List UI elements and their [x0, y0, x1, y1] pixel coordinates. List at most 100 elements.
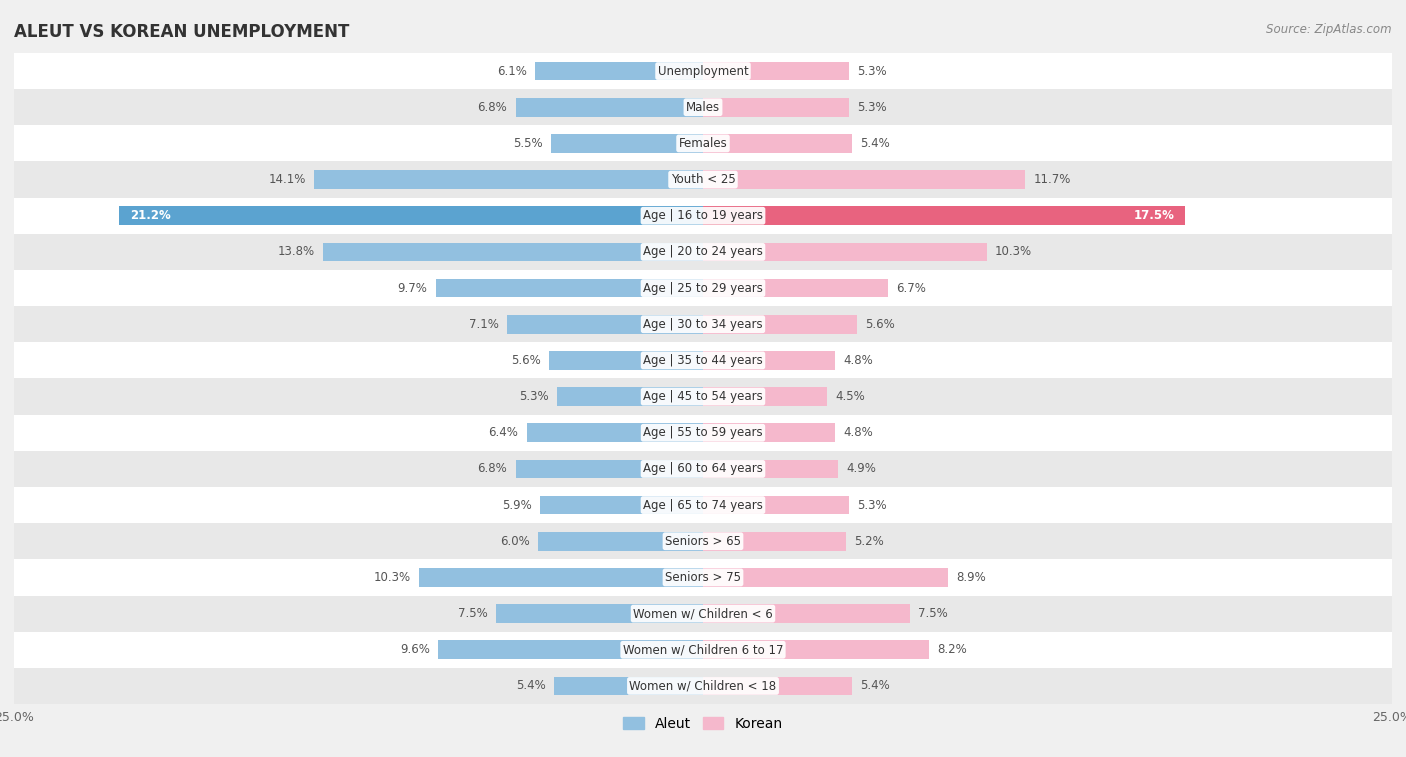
Bar	[516, 98, 703, 117]
Text: Seniors > 75: Seniors > 75	[665, 571, 741, 584]
Bar	[703, 677, 852, 696]
Bar	[537, 532, 703, 550]
Bar	[14, 559, 1392, 596]
Bar	[551, 134, 703, 153]
Text: Age | 60 to 64 years: Age | 60 to 64 years	[643, 463, 763, 475]
Text: Age | 30 to 34 years: Age | 30 to 34 years	[643, 318, 763, 331]
Text: Unemployment: Unemployment	[658, 64, 748, 77]
Text: 5.2%: 5.2%	[855, 534, 884, 548]
Text: 6.8%: 6.8%	[478, 101, 508, 114]
Bar	[703, 423, 835, 442]
Text: Source: ZipAtlas.com: Source: ZipAtlas.com	[1267, 23, 1392, 36]
Bar	[323, 242, 703, 261]
Bar	[703, 170, 1025, 189]
Text: Age | 65 to 74 years: Age | 65 to 74 years	[643, 499, 763, 512]
Bar	[14, 487, 1392, 523]
Text: Age | 16 to 19 years: Age | 16 to 19 years	[643, 209, 763, 223]
Bar	[14, 161, 1392, 198]
Text: 6.8%: 6.8%	[478, 463, 508, 475]
Bar	[439, 640, 703, 659]
Bar	[703, 207, 1185, 225]
Bar	[14, 126, 1392, 161]
Text: Women w/ Children < 6: Women w/ Children < 6	[633, 607, 773, 620]
Text: Women w/ Children < 18: Women w/ Children < 18	[630, 680, 776, 693]
Text: 9.6%: 9.6%	[401, 643, 430, 656]
Bar	[548, 351, 703, 370]
Bar	[703, 61, 849, 80]
Text: 5.4%: 5.4%	[860, 680, 890, 693]
Bar	[527, 423, 703, 442]
Text: 7.5%: 7.5%	[458, 607, 488, 620]
Legend: Aleut, Korean: Aleut, Korean	[617, 711, 789, 736]
Bar	[703, 532, 846, 550]
Bar	[496, 604, 703, 623]
Text: Males: Males	[686, 101, 720, 114]
Bar	[540, 496, 703, 515]
Text: ALEUT VS KOREAN UNEMPLOYMENT: ALEUT VS KOREAN UNEMPLOYMENT	[14, 23, 350, 41]
Text: 5.9%: 5.9%	[502, 499, 531, 512]
Bar	[436, 279, 703, 298]
Text: 5.5%: 5.5%	[513, 137, 543, 150]
Bar	[419, 568, 703, 587]
Bar	[14, 270, 1392, 306]
Text: 6.0%: 6.0%	[499, 534, 530, 548]
Text: Age | 20 to 24 years: Age | 20 to 24 years	[643, 245, 763, 258]
Text: 4.5%: 4.5%	[835, 390, 865, 403]
Text: 6.1%: 6.1%	[496, 64, 527, 77]
Text: Females: Females	[679, 137, 727, 150]
Text: 5.3%: 5.3%	[519, 390, 548, 403]
Bar	[703, 242, 987, 261]
Text: 21.2%: 21.2%	[129, 209, 170, 223]
Bar	[14, 378, 1392, 415]
Text: 8.2%: 8.2%	[938, 643, 967, 656]
Bar	[14, 342, 1392, 378]
Bar	[703, 387, 827, 406]
Bar	[703, 459, 838, 478]
Text: Age | 25 to 29 years: Age | 25 to 29 years	[643, 282, 763, 294]
Bar	[703, 98, 849, 117]
Bar	[14, 89, 1392, 126]
Bar	[14, 596, 1392, 631]
Bar	[703, 315, 858, 334]
Text: 5.3%: 5.3%	[858, 64, 887, 77]
Bar	[14, 53, 1392, 89]
Text: 6.4%: 6.4%	[488, 426, 519, 439]
Bar	[14, 306, 1392, 342]
Text: 4.9%: 4.9%	[846, 463, 876, 475]
Bar	[516, 459, 703, 478]
Bar	[703, 351, 835, 370]
Text: 11.7%: 11.7%	[1033, 173, 1071, 186]
Text: 7.5%: 7.5%	[918, 607, 948, 620]
Bar	[14, 415, 1392, 451]
Text: 8.9%: 8.9%	[956, 571, 986, 584]
Text: 13.8%: 13.8%	[277, 245, 315, 258]
Bar	[14, 631, 1392, 668]
Bar	[703, 640, 929, 659]
Bar	[703, 568, 948, 587]
Bar	[14, 234, 1392, 270]
Bar	[118, 207, 703, 225]
Text: 5.4%: 5.4%	[860, 137, 890, 150]
Bar	[703, 496, 849, 515]
Bar	[14, 668, 1392, 704]
Text: 14.1%: 14.1%	[269, 173, 307, 186]
Text: 7.1%: 7.1%	[470, 318, 499, 331]
Bar	[14, 198, 1392, 234]
Bar	[14, 451, 1392, 487]
Text: Age | 35 to 44 years: Age | 35 to 44 years	[643, 354, 763, 367]
Text: 17.5%: 17.5%	[1133, 209, 1174, 223]
Text: 4.8%: 4.8%	[844, 354, 873, 367]
Text: 5.6%: 5.6%	[866, 318, 896, 331]
Text: 4.8%: 4.8%	[844, 426, 873, 439]
Bar	[703, 134, 852, 153]
Bar	[703, 604, 910, 623]
Bar	[508, 315, 703, 334]
Text: 9.7%: 9.7%	[398, 282, 427, 294]
Text: Age | 55 to 59 years: Age | 55 to 59 years	[643, 426, 763, 439]
Text: Seniors > 65: Seniors > 65	[665, 534, 741, 548]
Bar	[315, 170, 703, 189]
Text: 5.3%: 5.3%	[858, 101, 887, 114]
Bar	[554, 677, 703, 696]
Text: 10.3%: 10.3%	[995, 245, 1032, 258]
Text: 10.3%: 10.3%	[374, 571, 411, 584]
